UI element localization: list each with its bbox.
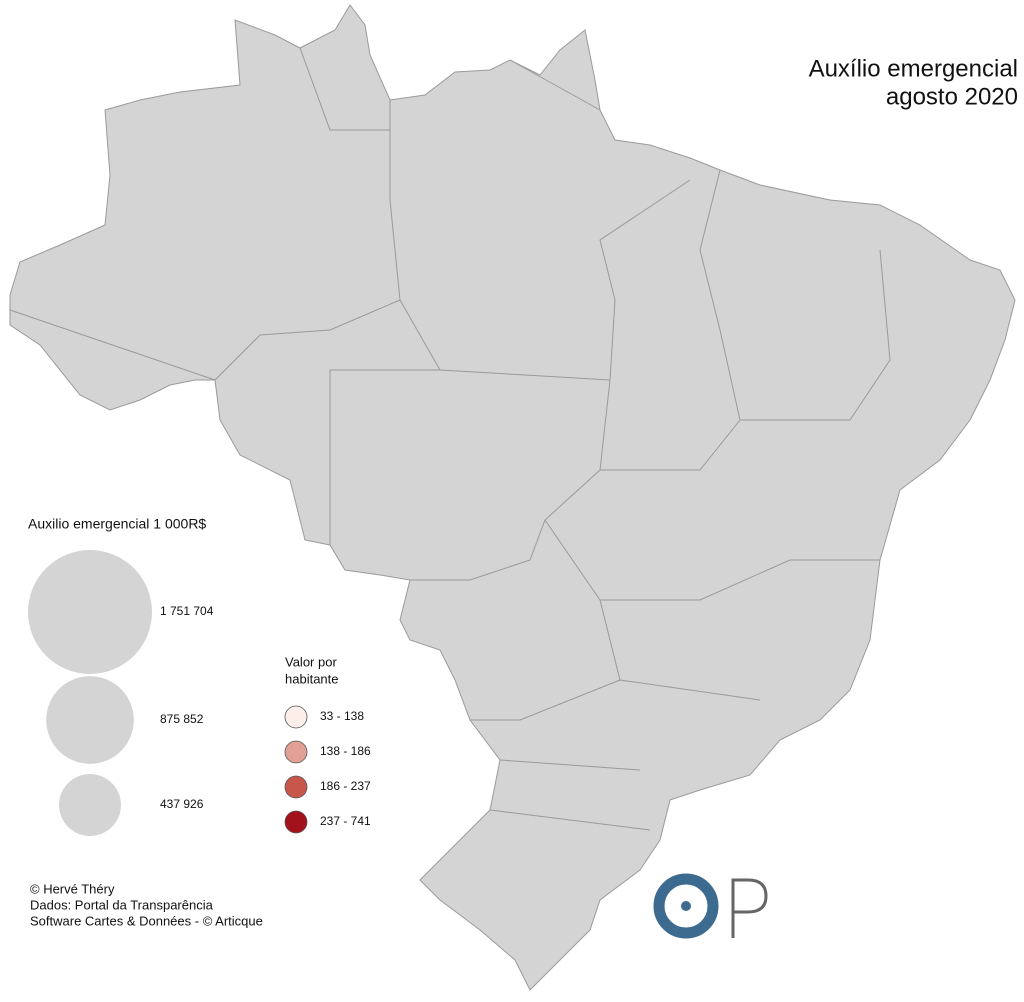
color-legend-label: 33 - 138	[320, 709, 364, 723]
color-legend-swatch	[284, 810, 308, 834]
color-legend-label: 138 - 186	[320, 744, 371, 758]
logo	[653, 873, 768, 939]
color-legend-label: 186 - 237	[320, 779, 371, 793]
credit-line: © Hervé Théry	[30, 881, 115, 896]
country-shape	[9, 4, 1016, 991]
color-legend-label: 237 - 741	[320, 814, 371, 828]
size-legend-label: 875 852	[160, 712, 204, 726]
size-legend-circle	[59, 774, 121, 836]
color-legend-title: Valor por	[285, 654, 337, 669]
size-legend-circle	[46, 676, 134, 764]
credit-line: Dados: Portal da Transparência	[30, 897, 214, 912]
state-borders	[9, 47, 891, 831]
size-legend-label: 1 751 704	[160, 604, 214, 618]
color-legend-swatch	[284, 705, 308, 729]
size-legend-label: 437 926	[160, 797, 204, 811]
map-title: agosto 2020	[886, 83, 1018, 110]
size-legend-circle	[28, 550, 152, 674]
color-legend-swatch	[284, 775, 308, 799]
credit-line: Software Cartes & Données - © Articque	[30, 913, 263, 928]
size-legend-title: Auxilio emergencial 1 000R$	[28, 516, 206, 532]
color-legend-title: habitante	[285, 671, 339, 686]
map-title: Auxílio emergencial	[809, 55, 1018, 82]
color-legend-swatch	[284, 740, 308, 764]
